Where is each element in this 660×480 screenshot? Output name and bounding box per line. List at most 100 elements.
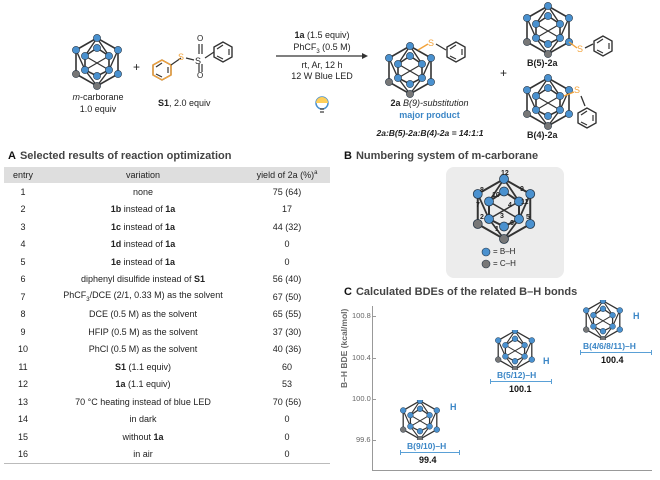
condition-temp: rt, Ar, 12 h <box>301 60 343 70</box>
bde-cage-b5 <box>494 330 536 370</box>
cell-entry: 6 <box>20 274 26 285</box>
cell-variation: without 1a <box>122 431 164 442</box>
table-row: 12 1a (1.1 equiv) 53 <box>4 376 330 394</box>
s1-structure <box>152 41 233 81</box>
legend-markers <box>481 247 491 269</box>
cell-variation: PhCF3/DCE (2/1, 0.33 M) as the solvent <box>63 290 223 304</box>
table-row: 7 PhCF3/DCE (2/1, 0.33 M) as the solvent 6… <box>4 288 330 306</box>
atom-number-12: 12 <box>501 170 509 177</box>
cell-entry: 9 <box>20 326 26 337</box>
b5-2a-structure <box>522 1 574 59</box>
condition-light: 12 W Blue LED <box>291 71 353 81</box>
product-2a-structure <box>384 41 436 99</box>
atom-number-2: 2 <box>480 214 484 221</box>
atom-number-10: 10 <box>492 192 500 199</box>
cell-entry: 3 <box>20 221 26 232</box>
header-variation: variation <box>42 167 244 183</box>
section-b-heading: B Numbering system of m-carborane <box>344 150 539 162</box>
cell-yield: 67 (50) <box>272 291 302 302</box>
table-row: 14 in dark 0 <box>4 411 330 429</box>
cell-yield: 0 <box>284 256 290 267</box>
table-row: 9 HFIP (0.5 M) as the solvent 37 (30) <box>4 323 330 341</box>
atom-s-3: S <box>428 38 435 48</box>
atom-number-9: 9 <box>520 186 524 193</box>
cell-yield: 65 (55) <box>272 309 302 320</box>
cell-variation: HFIP (0.5 M) as the solvent <box>88 326 198 337</box>
condition-reagent: 1a (1.5 equiv) <box>294 30 350 40</box>
table-header-row: entry variation yield of 2a (%)a <box>4 167 330 183</box>
cell-entry: 14 <box>17 414 28 425</box>
atom-number-5: 5 <box>526 214 530 221</box>
table-body: 1 none 75 (64) 2 1b instead of 1a 17 3 1c inste… <box>4 183 330 464</box>
cell-entry: 2 <box>20 204 26 215</box>
atom-number-6: 6 <box>510 220 514 227</box>
product-label: 2a B(9)-substitution <box>390 98 469 108</box>
h-label-b9: H <box>450 402 457 412</box>
cell-yield: 75 (64) <box>272 186 302 197</box>
bde-cage-b4 <box>582 300 624 340</box>
cell-yield: 44 (32) <box>272 221 302 232</box>
cell-yield: 70 (56) <box>272 396 302 407</box>
cell-yield: 0 <box>284 414 290 425</box>
cell-entry: 15 <box>17 431 28 442</box>
table-row: 10 PhCl (0.5 M) as the solvent 40 (36) <box>4 341 330 359</box>
major-product-label: major product <box>399 110 460 120</box>
side-product-1-label: B(5)-2a <box>527 58 558 68</box>
table-row: 13 70 °C heating instead of blue LED 70 (5… <box>4 393 330 411</box>
cell-yield: 0 <box>284 431 290 442</box>
product-ratio: 2a:B(5)-2a:B(4)-2a = 14:1:1 <box>376 128 484 138</box>
atom-o-1: O <box>197 34 204 43</box>
plus-sign-1: + <box>133 60 141 74</box>
cell-yield: 0 <box>244 445 330 464</box>
reactant2-label: S1, 2.0 equiv <box>158 98 211 108</box>
cell-variation: 1b instead of 1a <box>110 204 176 215</box>
cell-variation: 70 °C heating instead of blue LED <box>75 396 211 407</box>
table-row: 15 without 1a 0 <box>4 428 330 446</box>
table-row: 11 S1 (1.1 equiv) 60 <box>4 358 330 376</box>
cell-entry: 10 <box>17 344 28 355</box>
y-tick-100.4: 100.4 <box>352 353 371 362</box>
section-a-heading: A Selected results of reaction optimizati… <box>8 150 232 162</box>
bde-label-b5: B(5/12)–H <box>497 370 537 380</box>
cell-variation: 1d instead of 1a <box>110 239 176 250</box>
cell-yield: 0 <box>284 239 290 250</box>
cell-yield: 53 <box>281 379 292 390</box>
table-row: 1 none 75 (64) <box>4 183 330 201</box>
atom-number-1: 1 <box>495 226 499 233</box>
cell-entry: 11 <box>18 361 28 372</box>
bde-label-b9: B(9/10)–H <box>407 441 447 451</box>
atom-number-11: 11 <box>521 199 529 206</box>
cell-entry: 1 <box>20 186 26 197</box>
bde-cage-b9 <box>399 400 441 440</box>
cell-entry: 12 <box>17 379 28 390</box>
section-c-heading: C Calculated BDEs of the related B–H bond… <box>344 286 578 298</box>
h-label-b4: H <box>633 311 640 321</box>
cell-entry: 16 <box>4 445 42 464</box>
legend-bh: = B–H <box>493 247 516 256</box>
side-product-2-label: B(4)-2a <box>527 130 558 140</box>
cell-yield: 60 <box>281 361 292 372</box>
bde-x-axis <box>372 470 652 471</box>
bde-y-axis <box>372 306 373 470</box>
atom-number-3: 3 <box>500 213 504 220</box>
condition-solvent: PhCF3 (0.5 M) <box>293 42 351 55</box>
cell-variation: none <box>132 186 154 197</box>
cell-variation: 1e instead of 1a <box>110 256 176 267</box>
y-tick-99.6: 99.6 <box>356 435 371 444</box>
table-row: 2 1b instead of 1a 17 <box>4 201 330 219</box>
cell-entry: 8 <box>20 309 26 320</box>
table-row: 16 in air 0 <box>4 445 330 464</box>
bde-level-b4 <box>580 350 652 355</box>
table-row: 5 1e instead of 1a 0 <box>4 253 330 271</box>
table-row: 3 1c instead of 1a 44 (32) <box>4 218 330 236</box>
atom-number-8: 8 <box>480 187 484 194</box>
table-row: 4 1d instead of 1a 0 <box>4 236 330 254</box>
cell-yield: 40 (36) <box>272 344 302 355</box>
h-label-b5: H <box>543 356 550 366</box>
bde-y-axis-label: B–H BDE (kcal/mol) <box>339 308 349 388</box>
cell-variation: 1c instead of 1a <box>110 221 176 232</box>
header-yield: yield of 2a (%)a <box>244 167 330 183</box>
bde-level-b5 <box>490 379 552 384</box>
bde-level-b9 <box>400 450 460 455</box>
legend-ch: = C–H <box>493 259 516 268</box>
